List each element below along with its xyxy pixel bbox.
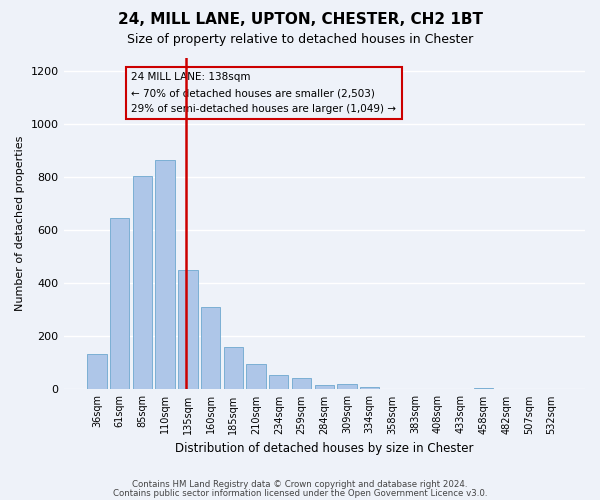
Bar: [178, 270, 197, 390]
Bar: [337, 384, 356, 390]
Text: 24, MILL LANE, UPTON, CHESTER, CH2 1BT: 24, MILL LANE, UPTON, CHESTER, CH2 1BT: [118, 12, 482, 28]
Bar: [474, 388, 493, 390]
X-axis label: Distribution of detached houses by size in Chester: Distribution of detached houses by size …: [175, 442, 473, 455]
Bar: [292, 378, 311, 390]
Text: Contains HM Land Registry data © Crown copyright and database right 2024.: Contains HM Land Registry data © Crown c…: [132, 480, 468, 489]
Y-axis label: Number of detached properties: Number of detached properties: [15, 136, 25, 311]
Text: Size of property relative to detached houses in Chester: Size of property relative to detached ho…: [127, 32, 473, 46]
Bar: [201, 307, 220, 390]
Bar: [87, 354, 107, 390]
Text: Contains public sector information licensed under the Open Government Licence v3: Contains public sector information licen…: [113, 489, 487, 498]
Bar: [542, 388, 561, 390]
Text: 24 MILL LANE: 138sqm
← 70% of detached houses are smaller (2,503)
29% of semi-de: 24 MILL LANE: 138sqm ← 70% of detached h…: [131, 72, 397, 114]
Bar: [110, 218, 130, 390]
Bar: [133, 176, 152, 390]
Bar: [314, 386, 334, 390]
Bar: [383, 388, 402, 390]
Bar: [360, 388, 379, 390]
Bar: [224, 347, 243, 390]
Bar: [247, 364, 266, 390]
Bar: [269, 375, 289, 390]
Bar: [155, 160, 175, 390]
